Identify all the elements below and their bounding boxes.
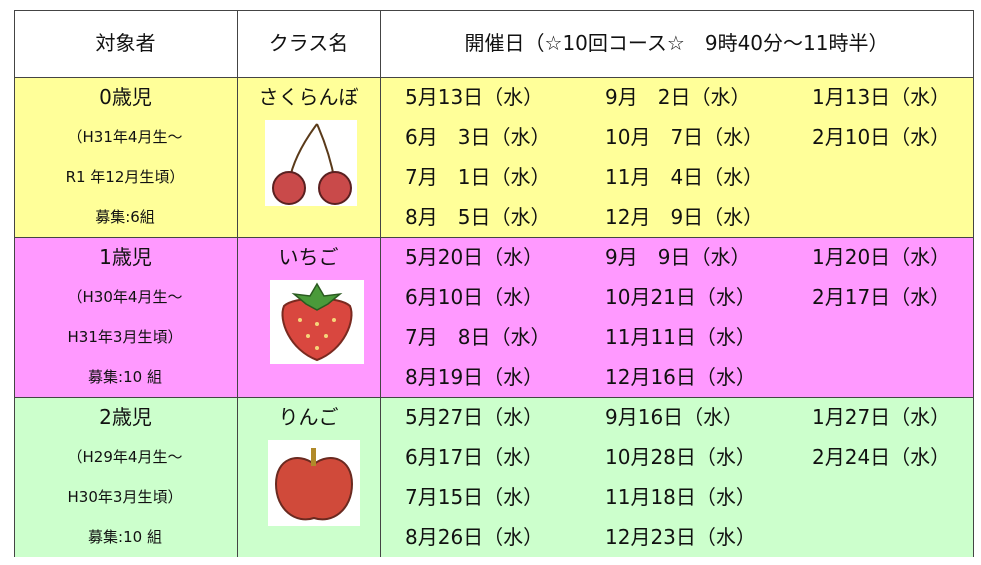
class-name: いちご [278, 245, 339, 269]
date: 2月10日（水） [812, 125, 951, 149]
row-border [14, 77, 974, 78]
age-detail: 募集:10 組 [88, 368, 162, 386]
row-background [14, 77, 973, 237]
class-name: さくらんぼ [258, 85, 359, 109]
age-detail: H30年3月生頃） [67, 488, 183, 506]
row-border [14, 237, 974, 238]
age-detail: H31年3月生頃） [67, 328, 183, 346]
date: 5月27日（水） [405, 405, 544, 429]
date: 5月20日（水） [405, 245, 544, 269]
strawberry-icon [270, 280, 364, 364]
date: 10月 7日（水） [605, 125, 764, 149]
date: 9月16日（水） [605, 405, 744, 429]
age-detail: 募集:10 組 [88, 528, 162, 546]
date: 6月10日（水） [405, 285, 544, 309]
apple-icon [268, 440, 360, 526]
column-border [973, 10, 974, 557]
row-background [14, 237, 973, 397]
column-border [14, 10, 15, 557]
age-label: 0歳児 [99, 85, 152, 109]
date: 2月24日（水） [812, 445, 951, 469]
cherry-icon [265, 120, 357, 206]
age-detail: （H30年4月生～ [67, 288, 183, 306]
date: 2月17日（水） [812, 285, 951, 309]
column-border [380, 10, 381, 557]
age-detail: R1 年12月生頃） [65, 168, 185, 186]
date: 8月 5日（水） [405, 205, 551, 229]
age-detail: 募集:6組 [95, 208, 155, 226]
date: 12月16日（水） [605, 365, 756, 389]
date: 9月 9日（水） [605, 245, 751, 269]
age-detail: （H31年4月生～ [67, 128, 183, 146]
date: 11月 4日（水） [605, 165, 764, 189]
date: 1月13日（水） [812, 85, 951, 109]
row-border [14, 10, 974, 11]
header-cell: 開催日（☆10回コース☆ 9時40分～11時半） [464, 31, 889, 55]
date: 11月18日（水） [605, 485, 756, 509]
class-name: りんご [278, 405, 339, 429]
date: 9月 2日（水） [605, 85, 751, 109]
date: 6月 3日（水） [405, 125, 551, 149]
column-border [237, 10, 238, 557]
date: 8月19日（水） [405, 365, 544, 389]
date: 10月28日（水） [605, 445, 756, 469]
row-background [14, 397, 973, 557]
date: 12月23日（水） [605, 525, 756, 549]
date: 1月27日（水） [812, 405, 951, 429]
date: 10月21日（水） [605, 285, 756, 309]
date: 5月13日（水） [405, 85, 544, 109]
age-label: 1歳児 [99, 245, 152, 269]
date: 11月11日（水） [605, 325, 756, 349]
date: 7月15日（水） [405, 485, 544, 509]
header-cell: 対象者 [95, 31, 156, 55]
row-border [14, 397, 974, 398]
age-detail: （H29年4月生～ [67, 448, 183, 466]
date: 8月26日（水） [405, 525, 544, 549]
date: 6月17日（水） [405, 445, 544, 469]
header-cell: クラス名 [268, 31, 349, 55]
date: 12月 9日（水） [605, 205, 764, 229]
date: 1月20日（水） [812, 245, 951, 269]
date: 7月 1日（水） [405, 165, 551, 189]
age-label: 2歳児 [99, 405, 152, 429]
date: 7月 8日（水） [405, 325, 551, 349]
